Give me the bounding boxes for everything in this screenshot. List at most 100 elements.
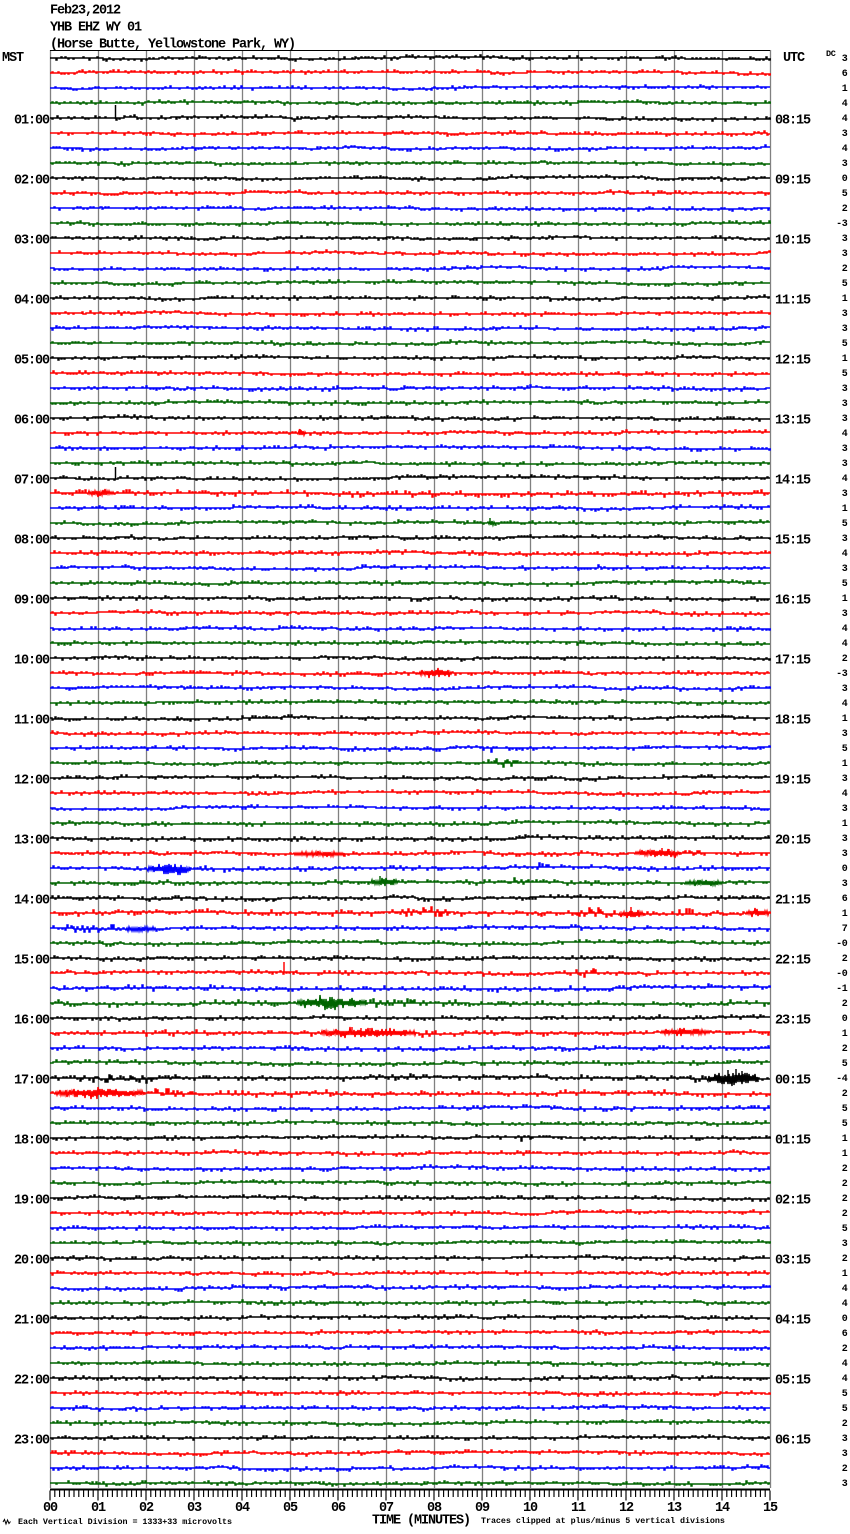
- svg-text:06:15: 06:15: [775, 1434, 811, 1449]
- svg-text:17:00: 17:00: [14, 1074, 50, 1089]
- svg-text:Feb23,2012: Feb23,2012: [50, 4, 121, 19]
- svg-text:3: 3: [842, 534, 848, 545]
- svg-text:14:00: 14:00: [14, 894, 50, 909]
- svg-text:1: 1: [842, 759, 848, 770]
- svg-text:5: 5: [842, 1389, 848, 1400]
- svg-text:0: 0: [842, 864, 848, 875]
- svg-text:3: 3: [842, 444, 848, 455]
- svg-text:10:00: 10:00: [14, 654, 50, 669]
- svg-text:15:15: 15:15: [775, 534, 811, 549]
- svg-text:2: 2: [842, 1164, 848, 1175]
- svg-text:2: 2: [842, 1464, 848, 1475]
- svg-text:15: 15: [763, 1501, 778, 1516]
- svg-text:00:15: 00:15: [775, 1074, 811, 1089]
- svg-text:4: 4: [842, 1284, 848, 1295]
- svg-text:2: 2: [842, 204, 848, 215]
- svg-text:01:15: 01:15: [775, 1134, 811, 1149]
- svg-text:11: 11: [571, 1501, 586, 1516]
- svg-text:3: 3: [842, 324, 848, 335]
- svg-text:03:00: 03:00: [14, 234, 50, 249]
- svg-text:4: 4: [842, 474, 848, 485]
- svg-text:2: 2: [842, 954, 848, 965]
- svg-text:YHB EHZ WY 01: YHB EHZ WY 01: [50, 21, 142, 36]
- svg-text:3: 3: [842, 774, 848, 785]
- svg-text:3: 3: [842, 879, 848, 890]
- svg-text:6: 6: [842, 69, 848, 80]
- svg-text:1: 1: [842, 909, 848, 920]
- svg-text:-4: -4: [836, 1074, 848, 1085]
- svg-text:-0: -0: [836, 939, 848, 950]
- svg-text:00: 00: [43, 1501, 58, 1516]
- svg-text:3: 3: [842, 459, 848, 470]
- svg-text:06:00: 06:00: [14, 414, 50, 429]
- svg-text:TIME (MINUTES): TIME (MINUTES): [372, 1514, 470, 1529]
- svg-text:2: 2: [842, 1419, 848, 1430]
- svg-text:4: 4: [842, 549, 848, 560]
- svg-text:6: 6: [842, 894, 848, 905]
- svg-text:1: 1: [842, 1269, 848, 1280]
- svg-text:03:15: 03:15: [775, 1254, 811, 1269]
- svg-text:14: 14: [715, 1501, 730, 1516]
- svg-text:Each Vertical Division = 1333+: Each Vertical Division = 1333+33 microvo…: [18, 1517, 232, 1527]
- svg-text:2: 2: [842, 1044, 848, 1055]
- svg-text:13:00: 13:00: [14, 834, 50, 849]
- svg-text:5: 5: [842, 1104, 848, 1115]
- svg-text:17:15: 17:15: [775, 654, 811, 669]
- svg-text:3: 3: [842, 1434, 848, 1445]
- svg-text:4: 4: [842, 1299, 848, 1310]
- svg-text:05: 05: [283, 1501, 298, 1516]
- svg-text:3: 3: [842, 249, 848, 260]
- svg-text:20:00: 20:00: [14, 1254, 50, 1269]
- svg-text:3: 3: [842, 54, 848, 65]
- svg-text:-3: -3: [836, 669, 848, 680]
- svg-text:3: 3: [842, 1239, 848, 1250]
- svg-text:21:00: 21:00: [14, 1314, 50, 1329]
- svg-text:5: 5: [842, 1119, 848, 1130]
- svg-text:3: 3: [842, 1449, 848, 1460]
- svg-text:(Horse Butte, Yellowstone Park: (Horse Butte, Yellowstone Park, WY): [50, 38, 295, 53]
- svg-text:22:00: 22:00: [14, 1374, 50, 1389]
- svg-text:0: 0: [842, 174, 848, 185]
- svg-text:04:00: 04:00: [14, 294, 50, 309]
- svg-text:5: 5: [842, 189, 848, 200]
- svg-text:4: 4: [842, 699, 848, 710]
- svg-text:5: 5: [842, 1224, 848, 1235]
- svg-text:UTC: UTC: [783, 51, 805, 66]
- svg-text:14:15: 14:15: [775, 474, 811, 489]
- svg-text:15:00: 15:00: [14, 954, 50, 969]
- svg-text:DC: DC: [826, 49, 836, 59]
- svg-text:18:00: 18:00: [14, 1134, 50, 1149]
- svg-text:1: 1: [842, 819, 848, 830]
- svg-text:1: 1: [842, 714, 848, 725]
- svg-text:3: 3: [842, 849, 848, 860]
- svg-text:3: 3: [842, 834, 848, 845]
- svg-text:02: 02: [139, 1501, 154, 1516]
- svg-text:5: 5: [842, 339, 848, 350]
- svg-text:1: 1: [842, 594, 848, 605]
- svg-text:2: 2: [842, 1089, 848, 1100]
- svg-text:1: 1: [842, 1149, 848, 1160]
- svg-text:3: 3: [842, 384, 848, 395]
- svg-text:4: 4: [842, 624, 848, 635]
- svg-text:3: 3: [842, 729, 848, 740]
- svg-text:3: 3: [842, 159, 848, 170]
- svg-text:5: 5: [842, 579, 848, 590]
- svg-text:2: 2: [842, 1209, 848, 1220]
- svg-text:3: 3: [842, 399, 848, 410]
- svg-text:11:00: 11:00: [14, 714, 50, 729]
- svg-text:07: 07: [379, 1501, 394, 1516]
- svg-text:3: 3: [842, 684, 848, 695]
- svg-text:04: 04: [235, 1501, 250, 1516]
- svg-text:5: 5: [842, 279, 848, 290]
- svg-text:-1: -1: [836, 984, 848, 995]
- svg-text:3: 3: [842, 414, 848, 425]
- svg-text:01: 01: [91, 1501, 106, 1516]
- svg-text:04:15: 04:15: [775, 1314, 811, 1329]
- svg-text:09: 09: [475, 1501, 490, 1516]
- svg-text:4: 4: [842, 144, 848, 155]
- svg-text:1: 1: [842, 504, 848, 515]
- svg-text:Traces clipped at plus/minus 5: Traces clipped at plus/minus 5 vertical …: [481, 1516, 725, 1526]
- svg-text:3: 3: [842, 609, 848, 620]
- svg-text:3: 3: [842, 309, 848, 320]
- svg-text:08: 08: [427, 1501, 442, 1516]
